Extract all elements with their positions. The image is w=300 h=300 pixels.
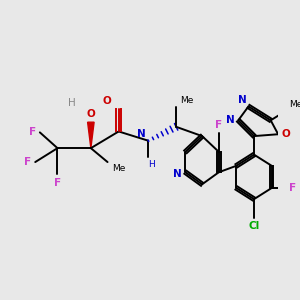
Text: O: O	[282, 129, 291, 139]
Text: Me: Me	[180, 96, 193, 105]
Polygon shape	[88, 122, 94, 148]
Text: F: F	[289, 183, 296, 193]
Text: H: H	[148, 160, 154, 169]
Text: O: O	[86, 110, 95, 119]
Text: N: N	[238, 94, 247, 105]
Text: F: F	[215, 120, 222, 130]
Text: Cl: Cl	[248, 221, 260, 231]
Text: F: F	[24, 157, 32, 167]
Text: N: N	[226, 115, 235, 125]
Text: N: N	[173, 169, 182, 179]
Text: Me: Me	[289, 100, 300, 109]
Text: F: F	[54, 178, 61, 188]
Text: Me: Me	[112, 164, 126, 173]
Text: N: N	[137, 129, 146, 139]
Text: H: H	[68, 98, 76, 108]
Text: O: O	[103, 96, 111, 106]
Text: F: F	[29, 128, 36, 137]
